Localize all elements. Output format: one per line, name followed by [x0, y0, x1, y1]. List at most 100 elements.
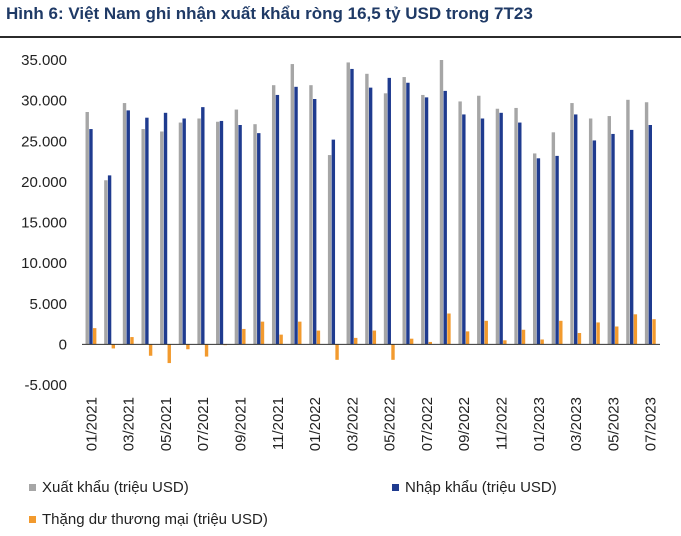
surplus-bar	[279, 334, 283, 345]
import-bar	[536, 158, 541, 345]
export-bar	[458, 101, 462, 345]
surplus-bar	[298, 321, 302, 345]
surplus-bar	[484, 320, 488, 345]
surplus-bar	[148, 344, 153, 356]
x-tick-label: 05/2023	[605, 397, 622, 451]
x-tick-label: 05/2021	[158, 397, 175, 451]
y-tick-label: 20.000	[21, 174, 67, 191]
export-bar	[533, 153, 537, 345]
surplus-bar	[577, 333, 582, 345]
import-bar	[424, 97, 429, 345]
import-bar	[350, 68, 354, 345]
surplus-bar	[615, 326, 619, 345]
import-bar	[629, 129, 634, 345]
import-bar	[648, 125, 652, 345]
import-bar	[163, 112, 168, 345]
legend-item-import: Nhập khẩu (triệu USD)	[392, 479, 557, 496]
export-bar	[178, 122, 183, 345]
legend-item-surplus: Thặng dư thương mại (triệu USD)	[29, 511, 268, 528]
export-bar	[421, 94, 425, 345]
import-bar	[574, 114, 578, 345]
export-bar	[327, 155, 332, 345]
surplus-bar	[242, 328, 246, 345]
export-bar	[160, 131, 164, 345]
x-tick-label: 11/2022	[494, 397, 511, 450]
surplus-bar	[111, 344, 116, 349]
export-bar	[216, 121, 220, 345]
import-bar	[499, 112, 503, 345]
import-bar	[592, 140, 597, 345]
import-bar	[107, 175, 112, 345]
export-bar	[439, 60, 444, 345]
export-bar	[383, 93, 388, 345]
x-tick-label: 05/2022	[382, 397, 399, 451]
import-bar	[312, 99, 317, 345]
export-bar	[570, 103, 574, 345]
import-bar	[480, 118, 485, 345]
x-tick-label: 07/2021	[195, 397, 212, 451]
legend-swatch-surplus	[29, 516, 36, 523]
x-tick-label: 07/2023	[643, 397, 660, 451]
import-bar	[89, 129, 93, 345]
import-bar	[182, 118, 186, 345]
export-bar	[290, 64, 295, 345]
export-bar	[588, 118, 593, 345]
x-tick-label: 03/2022	[344, 397, 361, 451]
export-bar	[514, 107, 518, 345]
import-bar	[257, 133, 261, 345]
import-bar	[611, 133, 615, 345]
x-tick-label: 01/2021	[83, 397, 100, 451]
import-bar	[387, 77, 391, 345]
import-bar	[219, 120, 224, 345]
export-bar	[644, 102, 649, 345]
export-bar	[104, 180, 108, 345]
x-tick-label: 07/2022	[419, 397, 436, 451]
legend-label-import: Nhập khẩu (triệu USD)	[405, 479, 557, 496]
x-axis: 01/2021 03/2021 05/2021 07/2021 09/2021 11/20…	[82, 343, 660, 451]
surplus-bar	[428, 341, 432, 345]
surplus-bar	[186, 344, 190, 350]
x-tick-label: 09/2022	[456, 397, 473, 451]
import-bar	[331, 139, 336, 345]
surplus-bar	[633, 314, 638, 345]
y-tick-label: 30.000	[21, 93, 67, 110]
surplus-bar	[260, 321, 265, 345]
title-divider	[0, 36, 681, 38]
x-tick-label: 11/2021	[270, 397, 287, 450]
surplus-bar	[521, 329, 526, 345]
legend-label-export: Xuất khẩu (triệu USD)	[42, 479, 189, 496]
export-bar	[234, 109, 239, 345]
legend-label-surplus: Thặng dư thương mại (triệu USD)	[42, 511, 268, 528]
export-bar	[85, 112, 89, 345]
surplus-bar	[316, 330, 321, 345]
x-tick-label: 01/2022	[307, 397, 324, 451]
import-bar	[555, 155, 559, 345]
export-bar	[365, 73, 369, 345]
export-bar	[346, 62, 350, 345]
legend-swatch-export	[29, 484, 36, 491]
export-bar	[607, 116, 611, 345]
surplus-bar	[92, 328, 97, 345]
surplus-bar	[447, 313, 451, 345]
surplus-bar	[503, 340, 507, 345]
surplus-bar	[204, 344, 209, 357]
import-bar	[275, 94, 280, 345]
export-bar	[551, 132, 556, 345]
import-bar	[406, 82, 410, 345]
surplus-bar	[372, 330, 377, 345]
export-bar	[309, 85, 313, 345]
export-bar	[122, 103, 127, 345]
import-bar	[518, 122, 522, 345]
import-bar	[462, 114, 466, 345]
import-bar	[201, 107, 205, 345]
surplus-bar	[596, 322, 600, 345]
surplus-bar	[652, 319, 656, 345]
surplus-bar	[559, 320, 563, 345]
import-bar	[238, 125, 242, 345]
export-bar	[271, 85, 276, 345]
surplus-bar	[167, 344, 171, 364]
export-bar	[495, 108, 500, 345]
legend-item-export: Xuất khẩu (triệu USD)	[29, 479, 189, 496]
export-bar	[141, 129, 145, 345]
